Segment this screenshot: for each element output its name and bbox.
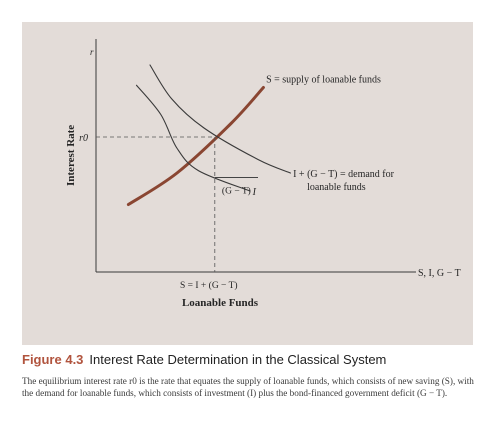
equilibrium-quantity-label: S = I + (G − T) <box>180 280 238 291</box>
x-axis-symbol: S, I, G − T <box>418 268 461 279</box>
series-layer <box>126 64 291 206</box>
figure-number: Figure 4.3 <box>22 352 84 367</box>
supply-curve <box>126 86 265 206</box>
investment-curve-label: I <box>252 187 257 198</box>
supply-curve-label: S = supply of loanable funds <box>266 75 381 86</box>
equilibrium-rate-label: r0 <box>79 133 88 144</box>
chart-panel <box>22 22 473 345</box>
caption-body: The equilibrium interest rate r0 is the … <box>22 376 474 399</box>
demand-curve-label: I + (G − T) = demand for loanable funds <box>293 169 395 193</box>
figure-title: Interest Rate Determination in the Class… <box>89 352 387 367</box>
demand-curve <box>149 64 291 174</box>
caption-title: Figure 4.3 Interest Rate Determination in… <box>22 352 478 374</box>
demand-label-line-2: loanable funds <box>307 182 366 193</box>
y-axis-symbol: r <box>90 47 94 57</box>
deficit-gap-label: (G − T) <box>222 186 251 197</box>
y-axis-label: Interest Rate <box>65 125 77 186</box>
x-axis-label: Loanable Funds <box>182 297 259 309</box>
demand-label-line-1: I + (G − T) = demand for <box>293 169 395 180</box>
investment-curve <box>135 84 251 192</box>
guide-layer <box>96 136 258 272</box>
